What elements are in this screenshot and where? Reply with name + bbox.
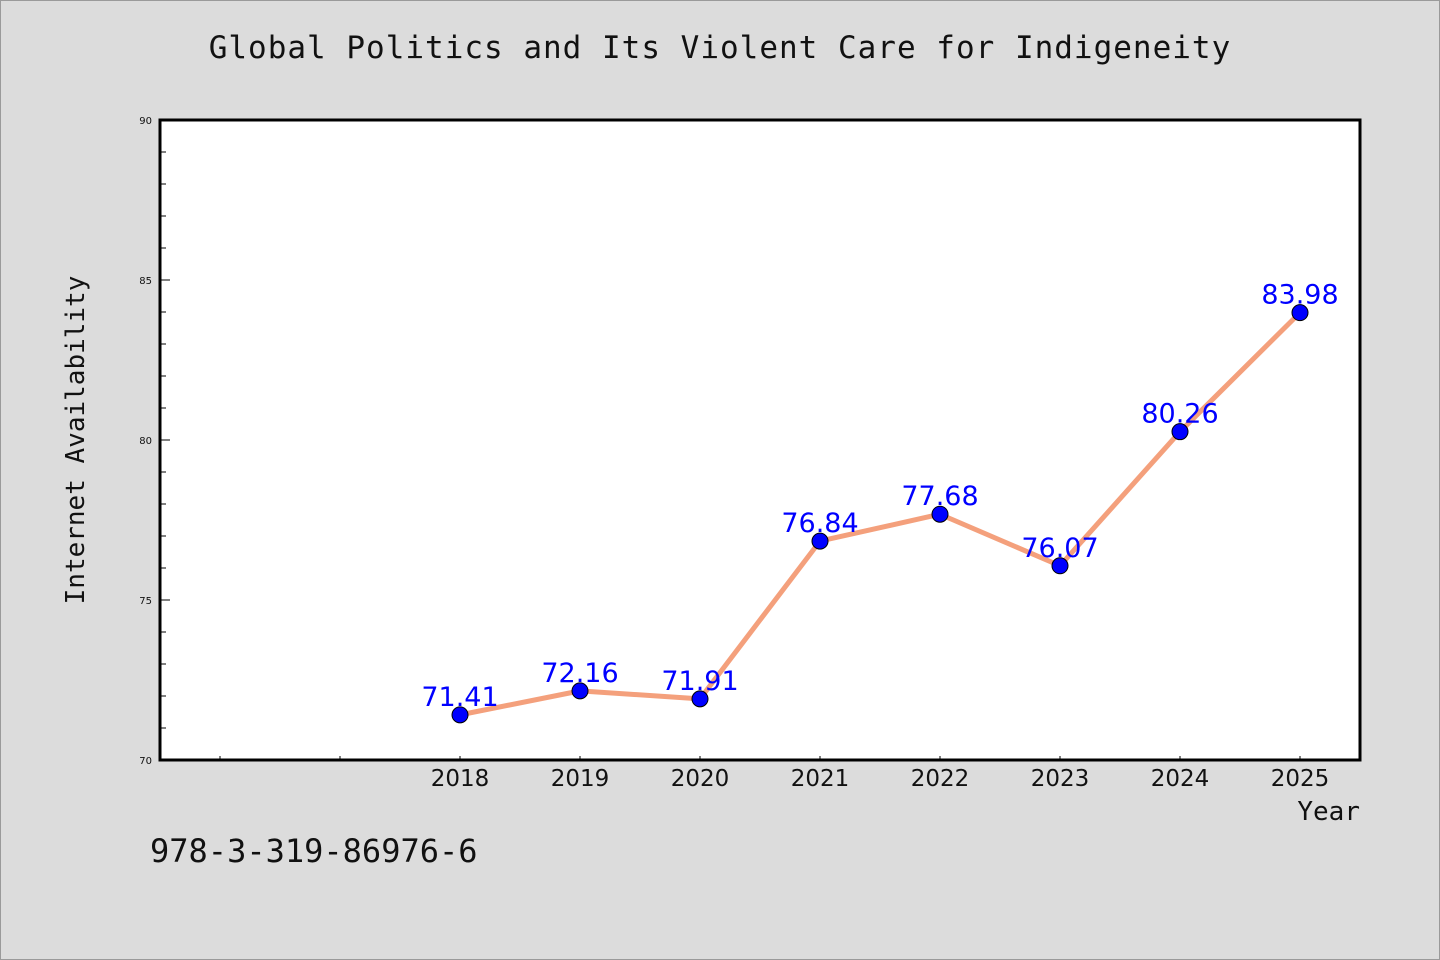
data-label: 83.98	[1261, 280, 1338, 311]
x-axis: 2018 2019 2020 2021 2022 2023 2024 2025	[219, 756, 1330, 792]
data-point	[571, 682, 589, 700]
data-label: 76.07	[1021, 533, 1098, 564]
x-tick-label: 2025	[1271, 766, 1330, 792]
series-line	[457, 310, 1303, 718]
y-tick-label: 90	[139, 116, 152, 127]
data-label: 77.68	[901, 481, 978, 512]
y-tick-label: 80	[139, 436, 152, 447]
series-group: 71.41 72.16 71.91 76.84 77.68 76.07 80.26 83.98	[421, 280, 1339, 724]
y-tick-label: 70	[139, 756, 152, 767]
data-point	[811, 532, 829, 550]
data-label: 71.91	[661, 666, 738, 697]
chart-title: Global Politics and Its Violent Care for…	[208, 30, 1232, 66]
x-tick-label: 2020	[671, 766, 730, 792]
isbn-text: 978-3-319-86976-6	[150, 832, 478, 870]
y-axis-title: Internet Availability	[61, 276, 91, 605]
x-tick-label: 2018	[431, 766, 490, 792]
y-tick-label: 85	[139, 276, 152, 287]
data-label: 71.41	[421, 682, 498, 713]
data-point	[451, 706, 469, 724]
x-axis-title: Year	[1297, 797, 1360, 827]
x-tick-label: 2024	[1151, 766, 1210, 792]
data-label: 72.16	[541, 658, 618, 689]
x-tick-label: 2023	[1031, 766, 1090, 792]
y-tick-label: 75	[139, 596, 152, 607]
data-point	[1171, 423, 1189, 441]
x-tick-label: 2021	[791, 766, 850, 792]
data-point	[691, 690, 709, 708]
data-label: 80.26	[1141, 399, 1218, 430]
data-point	[1051, 557, 1069, 575]
data-point	[931, 505, 949, 523]
x-tick-label: 2022	[911, 766, 970, 792]
y-axis: 70 75 80 85 90	[139, 116, 170, 767]
x-tick-label: 2019	[551, 766, 610, 792]
data-point	[1291, 304, 1309, 322]
plot-area	[158, 118, 1362, 762]
data-label: 76.84	[781, 508, 858, 539]
